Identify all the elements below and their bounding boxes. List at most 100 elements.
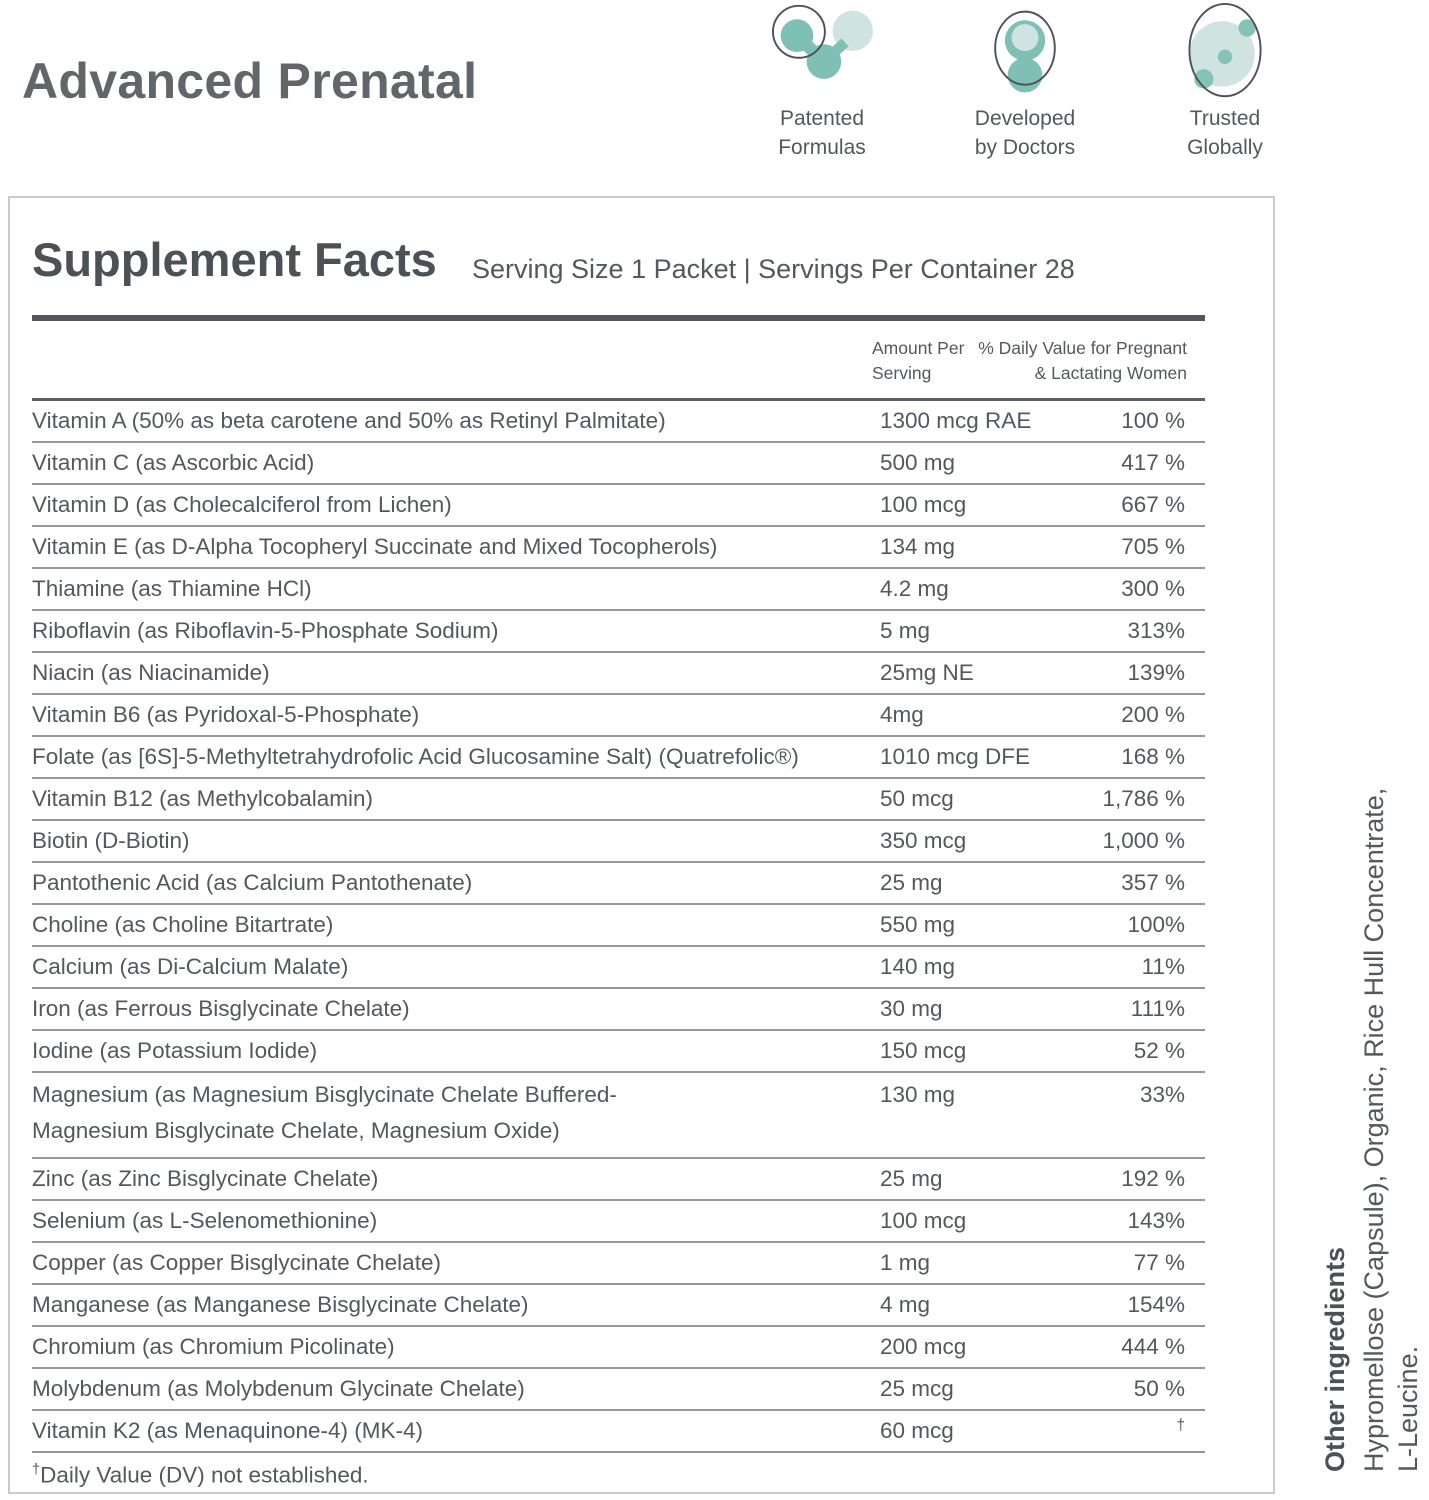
table-row: Vitamin B6 (as Pyridoxal-5-Phosphate) 4m… (32, 695, 1205, 737)
supplement-facts-panel: Supplement Facts Serving Size 1 Packet |… (8, 196, 1275, 1494)
nutrient-amount: 25 mg (880, 870, 943, 895)
table-row: Folate (as [6S]-5-Methyltetrahydrofolic … (32, 737, 1205, 779)
other-ingredients: Other ingredients Hypromellose (Capsule)… (1320, 652, 1426, 1472)
nutrient-amount: 130 mg (880, 1082, 956, 1107)
nutrient-amount: 4mg (880, 702, 924, 727)
nutrient-daily-value: 192 % (1121, 1165, 1185, 1191)
nutrient-amount: 1 mg (880, 1249, 931, 1275)
nutrient-name: Iodine (as Potassium Iodide) (32, 1038, 318, 1063)
nutrient-daily-value: 77 % (1133, 1249, 1185, 1275)
nutrient-amount: 100 mcg (880, 1207, 967, 1233)
column-header-daily-value: % Daily Value for Pregnant & Lactating W… (978, 338, 1187, 384)
nutrient-daily-value: 168 % (1121, 744, 1185, 769)
supplement-facts-title: Supplement Facts (32, 233, 437, 286)
nutrient-name: Vitamin C (as Ascorbic Acid) (32, 450, 315, 475)
header-rule (32, 315, 1205, 321)
nutrient-amount: 50 mcg (880, 786, 954, 811)
table-row: Vitamin A (50% as beta carotene and 50% … (32, 401, 1205, 443)
nutrient-daily-value: 300 % (1121, 576, 1185, 601)
globe-icon (1188, 2, 1262, 98)
product-title: Advanced Prenatal (22, 53, 478, 109)
nutrient-amount: 25 mg (880, 1165, 943, 1191)
nutrient-daily-value: 667 % (1121, 492, 1185, 517)
table-row: Molybdenum (as Molybdenum Glycinate Chel… (32, 1369, 1205, 1411)
nutrient-amount: 1300 mcg RAE (880, 408, 1032, 433)
table-row: Thiamine (as Thiamine HCl) 4.2 mg 300 % (32, 569, 1205, 611)
nutrient-amount: 4 mg (880, 1291, 931, 1317)
nutrient-name: Vitamin D (as Cholecalciferol from Liche… (32, 492, 452, 517)
nutrient-name: Pantothenic Acid (as Calcium Pantothenat… (32, 870, 473, 895)
nutrient-name: Thiamine (as Thiamine HCl) (32, 576, 312, 601)
facts-table: Vitamin A (50% as beta carotene and 50% … (32, 398, 1205, 1488)
nutrient-name: Riboflavin (as Riboflavin-5-Phosphate So… (32, 618, 499, 643)
nutrient-name: Vitamin B12 (as Methylcobalamin) (32, 786, 373, 811)
badge-label: Developed by Doctors (974, 107, 1076, 160)
table-row: Iodine (as Potassium Iodide) 150 mcg 52 … (32, 1031, 1205, 1073)
nutrient-amount: 30 mg (880, 996, 943, 1021)
nutrient-name: Folate (as [6S]-5-Methyltetrahydrofolic … (32, 744, 799, 769)
column-header-amount: Amount Per Serving (872, 338, 965, 384)
table-row: Vitamin B12 (as Methylcobalamin) 50 mcg … (32, 779, 1205, 821)
nutrient-daily-value: 154% (1127, 1291, 1185, 1317)
nutrient-daily-value: 139% (1127, 660, 1185, 685)
nutrient-name: Iron (as Ferrous Bisglycinate Chelate) (32, 996, 410, 1021)
table-row: Choline (as Choline Bitartrate) 550 mg 1… (32, 905, 1205, 947)
nutrient-amount: 550 mg (880, 912, 956, 937)
table-row: Zinc (as Zinc Bisglycinate Chelate) 25 m… (32, 1159, 1205, 1201)
table-row: Copper (as Copper Bisglycinate Chelate) … (32, 1243, 1205, 1285)
nutrient-name: Biotin (D-Biotin) (32, 828, 190, 853)
table-row: Magnesium (as Magnesium Bisglycinate Che… (32, 1073, 1205, 1159)
footnote: †Daily Value (DV) not established. (32, 1453, 1205, 1489)
nutrient-amount: 25 mcg (880, 1375, 954, 1401)
nutrient-daily-value: 200 % (1121, 702, 1185, 727)
nutrient-amount: 150 mcg (880, 1038, 967, 1063)
nutrient-name: Calcium (as Di-Calcium Malate) (32, 954, 349, 979)
nutrient-daily-value: 417 % (1121, 450, 1185, 475)
doctor-icon (994, 10, 1056, 93)
table-row: Selenium (as L-Selenomethionine) 100 mcg… (32, 1201, 1205, 1243)
nutrient-daily-value: 11% (1141, 954, 1185, 979)
badge-label: Trusted Globally (1187, 107, 1263, 160)
nutrient-name: Selenium (as L-Selenomethionine) (32, 1207, 378, 1233)
table-row: Vitamin K2 (as Menaquinone-4) (MK-4) 60 … (32, 1411, 1205, 1453)
table-row: Chromium (as Chromium Picolinate) 200 mc… (32, 1327, 1205, 1369)
nutrient-daily-value: 1,786 % (1102, 786, 1185, 811)
nutrient-amount: 134 mg (880, 534, 956, 559)
table-row: Calcium (as Di-Calcium Malate) 140 mg 11… (32, 947, 1205, 989)
nutrient-daily-value: 357 % (1121, 870, 1185, 895)
nutrient-daily-value: 444 % (1121, 1333, 1185, 1359)
nutrient-name: Zinc (as Zinc Bisglycinate Chelate) (32, 1165, 379, 1191)
nutrient-name: Vitamin A (50% as beta carotene and 50% … (32, 408, 666, 433)
nutrient-amount: 100 mcg (880, 492, 967, 517)
nutrient-name: Vitamin B6 (as Pyridoxal-5-Phosphate) (32, 702, 420, 727)
nutrient-amount: 200 mcg (880, 1333, 967, 1359)
nutrient-amount: 350 mcg (880, 828, 967, 853)
table-row: Iron (as Ferrous Bisglycinate Chelate) 3… (32, 989, 1205, 1031)
nutrient-daily-value: 313% (1127, 618, 1185, 643)
nutrient-daily-value: 33% (1139, 1082, 1185, 1107)
badge-patented-formulas: Patented Formulas (740, 2, 904, 163)
nutrient-name: Vitamin E (as D-Alpha Tocopheryl Succina… (32, 534, 718, 559)
dagger-mark: † (32, 1461, 41, 1478)
table-row: Riboflavin (as Riboflavin-5-Phosphate So… (32, 611, 1205, 653)
table-row: Vitamin C (as Ascorbic Acid) 500 mg 417 … (32, 443, 1205, 485)
nutrient-daily-value: 143% (1127, 1207, 1185, 1233)
badge-developed-by-doctors: Developed by Doctors (943, 2, 1107, 163)
badge-label: Patented Formulas (778, 107, 866, 160)
serving-info: Serving Size 1 Packet | Servings Per Con… (472, 254, 1075, 284)
nutrient-name: Magnesium (as Magnesium Bisglycinate Che… (32, 1082, 617, 1144)
nutrient-amount: 5 mg (880, 618, 931, 643)
badge-trusted-globally: Trusted Globally (1143, 2, 1307, 163)
nutrient-name: Chromium (as Chromium Picolinate) (32, 1333, 395, 1359)
nutrient-daily-value: † (1176, 1417, 1185, 1435)
nutrient-daily-value: 100 % (1121, 408, 1185, 433)
molecule-icon (772, 4, 873, 79)
nutrient-name: Molybdenum (as Molybdenum Glycinate Chel… (32, 1375, 525, 1401)
nutrient-amount: 500 mg (880, 450, 956, 475)
nutrient-amount: 60 mcg (880, 1417, 954, 1443)
table-row: Biotin (D-Biotin) 350 mcg 1,000 % (32, 821, 1205, 863)
nutrient-daily-value: 50 % (1133, 1375, 1185, 1401)
nutrient-name: Copper (as Copper Bisglycinate Chelate) (32, 1249, 441, 1275)
other-ingredients-heading: Other ingredients (1320, 1246, 1350, 1472)
